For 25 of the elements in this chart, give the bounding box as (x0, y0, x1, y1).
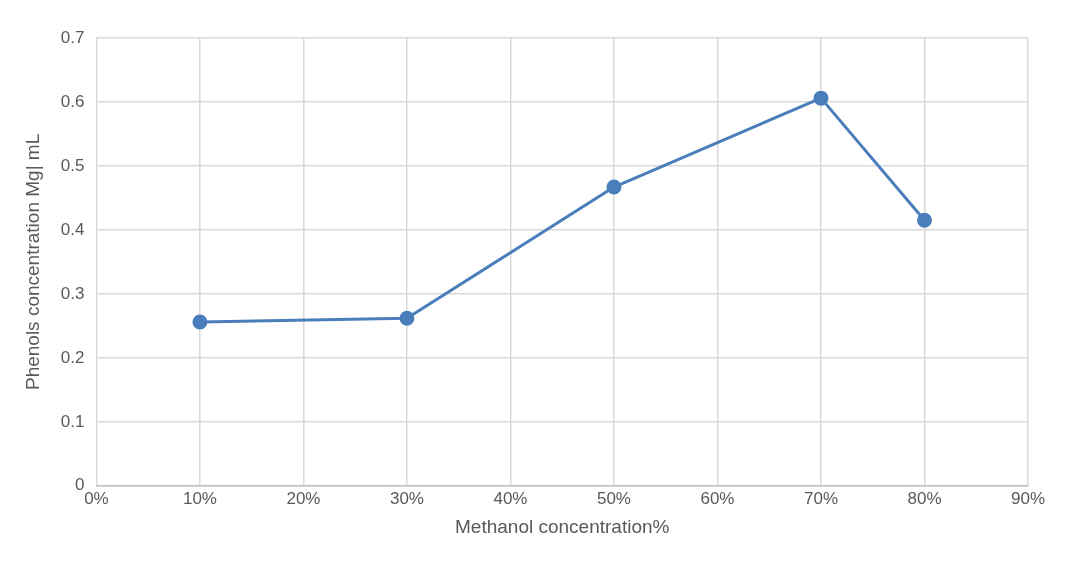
x-tick-label: 70% (803, 488, 838, 508)
y-tick-label: 0.3 (60, 283, 85, 303)
y-tick-label: 0.5 (60, 155, 85, 175)
y-tick-label: 0.2 (60, 347, 85, 367)
x-tick-label: 90% (1010, 488, 1046, 508)
point (399, 310, 415, 326)
x-axis-title: Methanol concentration% (455, 515, 670, 537)
x-tick-label: 10% (182, 488, 217, 508)
x-tick-label: 0% (84, 488, 109, 508)
x-tick-label: 50% (596, 488, 631, 508)
x-tick-label: 30% (389, 488, 424, 508)
x-tick-label: 80% (907, 488, 942, 508)
x-tick-label: 20% (286, 488, 321, 508)
x-tick-label: 60% (700, 488, 735, 508)
x-tick-label: 40% (493, 488, 528, 508)
point (606, 179, 622, 195)
y-tick-label: 0.6 (60, 91, 85, 111)
y-tick-label: 0.4 (60, 219, 85, 239)
y-tick-label: 0 (74, 475, 85, 495)
y-tick-label: 0.1 (60, 411, 85, 431)
point (916, 212, 932, 228)
y-tick-label: 0.7 (60, 27, 85, 47)
y-axis-title: Phenols concentration Mg| mL (21, 133, 43, 391)
point (813, 90, 829, 106)
point (192, 314, 208, 330)
